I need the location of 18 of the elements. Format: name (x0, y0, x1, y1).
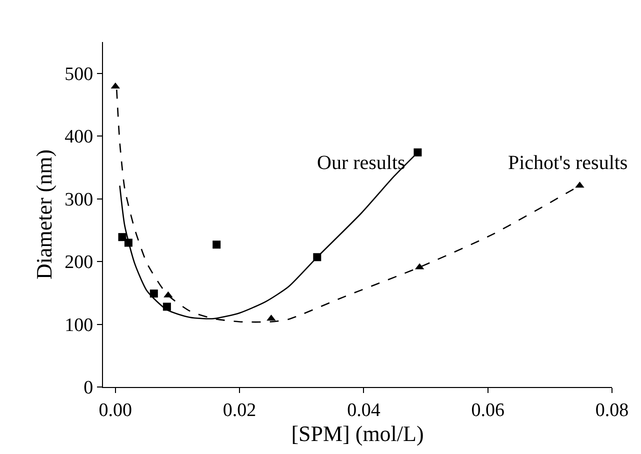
point (212, 240, 221, 249)
y-tick-label: 500 (64, 64, 94, 86)
y-axis-title: Diameter (nm) (31, 149, 56, 280)
x-tick-label: 0.08 (595, 400, 629, 421)
y-tick-label: 100 (64, 314, 94, 336)
x-tick-label: 0.00 (98, 400, 132, 421)
y-tick-label: 400 (64, 126, 94, 148)
series-label: Our results (317, 152, 406, 174)
y-tick-label: 200 (64, 252, 94, 274)
x-tick-label: 0.04 (347, 400, 381, 421)
x-tick-label: 0.02 (222, 400, 256, 421)
x-axis-title: [SPM] (mol/L) (291, 420, 424, 446)
x-tick-label: 0.06 (471, 400, 504, 421)
series-label: Pichot's results (508, 152, 628, 174)
y-tick-label: 300 (64, 189, 94, 210)
y-tick-label: 0 (84, 378, 94, 399)
point (150, 290, 158, 298)
point (118, 233, 126, 242)
